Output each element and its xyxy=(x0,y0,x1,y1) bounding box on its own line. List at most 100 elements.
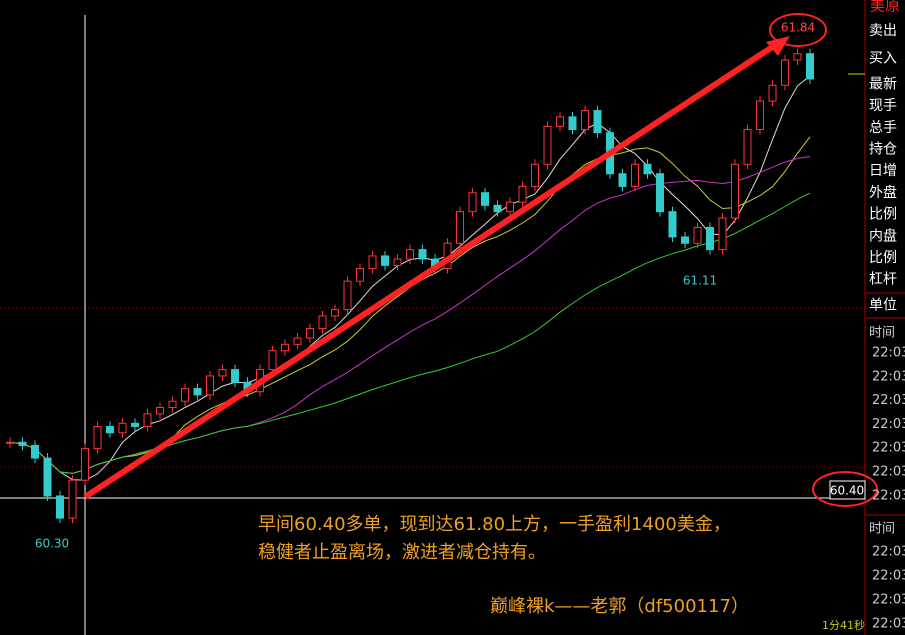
candle xyxy=(318,315,327,330)
candle xyxy=(6,441,14,444)
time-header: 时间 xyxy=(869,522,895,537)
corner-title: 美原 xyxy=(870,0,900,15)
candle xyxy=(656,173,664,213)
sidebar-field: 单位 xyxy=(869,297,897,313)
sidebar-field: 持仓 xyxy=(869,142,897,158)
sidebar-field: 卖出 xyxy=(869,23,897,39)
candle xyxy=(368,255,377,270)
candle xyxy=(31,444,39,459)
candle xyxy=(418,249,427,260)
candle xyxy=(181,388,189,402)
candle xyxy=(743,129,752,165)
candle xyxy=(206,375,214,396)
candle xyxy=(456,211,464,244)
candle xyxy=(381,255,389,266)
highlight-circle xyxy=(769,13,827,47)
sidebar-field: 买入 xyxy=(869,51,897,67)
arrow-head xyxy=(766,36,790,56)
candle xyxy=(481,192,489,206)
candle xyxy=(581,110,589,131)
time-value: 22:03 xyxy=(872,441,905,456)
candle xyxy=(168,400,177,409)
candle xyxy=(768,84,777,102)
candle xyxy=(618,173,627,187)
signature: 巅峰裸k——老郭（df500117） xyxy=(490,596,749,617)
time-value: 22:03 xyxy=(872,593,905,608)
time-value: 22:03 xyxy=(872,346,905,361)
candle xyxy=(331,309,339,317)
time-value: 22:03 xyxy=(872,369,905,384)
candle xyxy=(556,116,564,127)
sidebar-field: 外盘 xyxy=(869,184,897,201)
candle xyxy=(406,249,414,260)
candle xyxy=(81,448,89,481)
candle xyxy=(518,185,527,203)
candle xyxy=(268,350,277,371)
annotation-line: 早间60.40多单，现到达61.80上方，一手盈利1400美金， xyxy=(258,514,731,535)
candle xyxy=(531,163,539,187)
candle xyxy=(356,268,364,282)
candle xyxy=(593,110,602,134)
candle xyxy=(193,388,202,396)
candle xyxy=(306,328,314,339)
candle xyxy=(793,53,802,61)
candle xyxy=(756,100,764,131)
candle xyxy=(106,425,114,434)
candle xyxy=(93,425,102,450)
candle xyxy=(281,343,289,352)
low-label: 61.11 xyxy=(683,274,717,288)
candle xyxy=(68,479,77,519)
candle xyxy=(56,495,64,519)
sidebar-field: 日增 xyxy=(869,163,897,179)
candle xyxy=(568,116,577,131)
candle xyxy=(693,226,702,244)
candle xyxy=(131,422,139,427)
highlight-circle xyxy=(812,471,878,507)
candle xyxy=(543,125,552,165)
time-value: 22:03 xyxy=(872,465,905,480)
sidebar-field: 比例 xyxy=(869,207,897,223)
candle xyxy=(43,457,52,497)
last-price: 60.40 xyxy=(830,484,864,498)
candle xyxy=(681,236,689,244)
time-value: 22:03 xyxy=(872,488,905,503)
sidebar-field: 比例 xyxy=(869,250,897,266)
start-label: 60.30 xyxy=(35,537,69,551)
price-box xyxy=(829,480,866,500)
sidebar-field: 最新 xyxy=(869,76,897,92)
candle xyxy=(118,422,127,434)
candle xyxy=(393,258,402,266)
candle xyxy=(231,369,239,383)
sidebar-field: 杠杆 xyxy=(869,272,897,288)
candle xyxy=(143,413,152,427)
candle xyxy=(293,337,302,345)
time-value: 22:03 xyxy=(872,545,905,560)
timer: 1分41秒 xyxy=(822,618,865,632)
candle xyxy=(706,226,714,251)
time-value: 22:03 xyxy=(872,393,905,408)
candle xyxy=(506,201,514,213)
time-value: 22:03 xyxy=(872,569,905,584)
candle xyxy=(493,204,502,213)
sidebar-field: 总手 xyxy=(869,120,897,136)
candle xyxy=(343,280,352,311)
candle xyxy=(781,59,789,86)
candle xyxy=(468,192,477,213)
sidebar-field: 现手 xyxy=(869,98,897,114)
candle xyxy=(731,163,739,219)
candle xyxy=(643,163,652,175)
sidebar-field: 内盘 xyxy=(869,227,897,244)
time-value: 22:03 xyxy=(872,417,905,432)
candle xyxy=(156,407,164,415)
time-header: 时间 xyxy=(869,326,895,341)
candle xyxy=(631,163,639,187)
candle xyxy=(668,211,677,238)
candle xyxy=(218,369,227,377)
annotation-line: 稳健者止盈离场，激进者减仓持有。 xyxy=(258,542,546,563)
candle xyxy=(718,217,727,251)
moving-average xyxy=(9,192,811,474)
candle xyxy=(18,441,27,446)
